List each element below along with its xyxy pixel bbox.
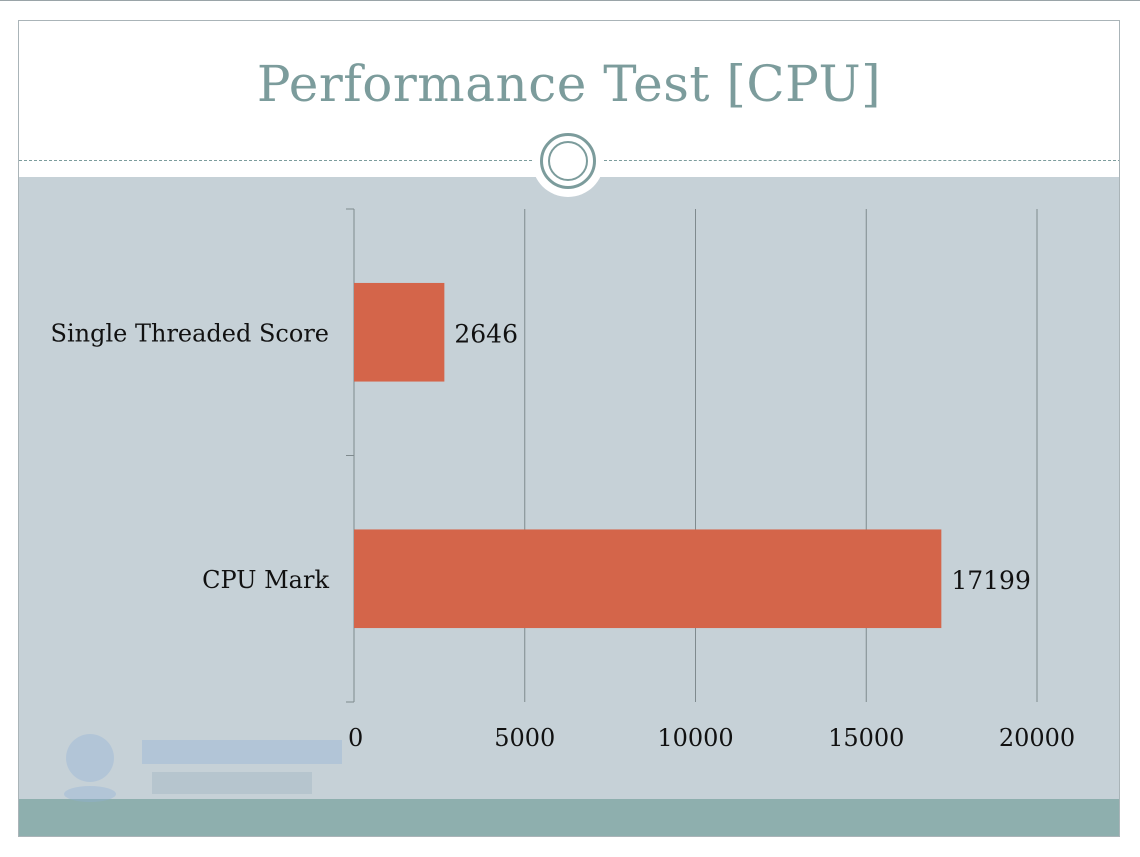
labels: Single Threaded Score 2646 CPU Mark 17199 0 5…: [51, 319, 1076, 752]
bars: [354, 282, 942, 629]
category-label-0: Single Threaded Score: [51, 319, 329, 347]
chart-title: Performance Test [CPU]: [256, 55, 882, 113]
category-label-1: CPU Mark: [202, 566, 329, 594]
x-tick-label-3: 15000: [828, 724, 904, 752]
x-tick-label-2: 10000: [657, 724, 733, 752]
top-border-line: [0, 0, 1140, 1]
title-divider-right: [604, 160, 1119, 161]
x-tick-label-0: 0: [348, 724, 363, 752]
bar-1: [354, 529, 942, 629]
title-divider-left: [19, 160, 532, 161]
circle-ornament-icon: [532, 125, 604, 197]
footer-band: [19, 799, 1119, 836]
bar-0: [354, 282, 445, 382]
slide-frame: Performance Test [CPU]: [18, 20, 1120, 837]
data-label-0: 2646: [454, 319, 518, 348]
x-tick-label-1: 5000: [494, 724, 555, 752]
x-tick-label-4: 20000: [999, 724, 1075, 752]
tech4gamers-logo-icon: [64, 734, 342, 802]
data-label-1: 17199: [951, 566, 1031, 595]
chart-panel: [19, 177, 1119, 801]
